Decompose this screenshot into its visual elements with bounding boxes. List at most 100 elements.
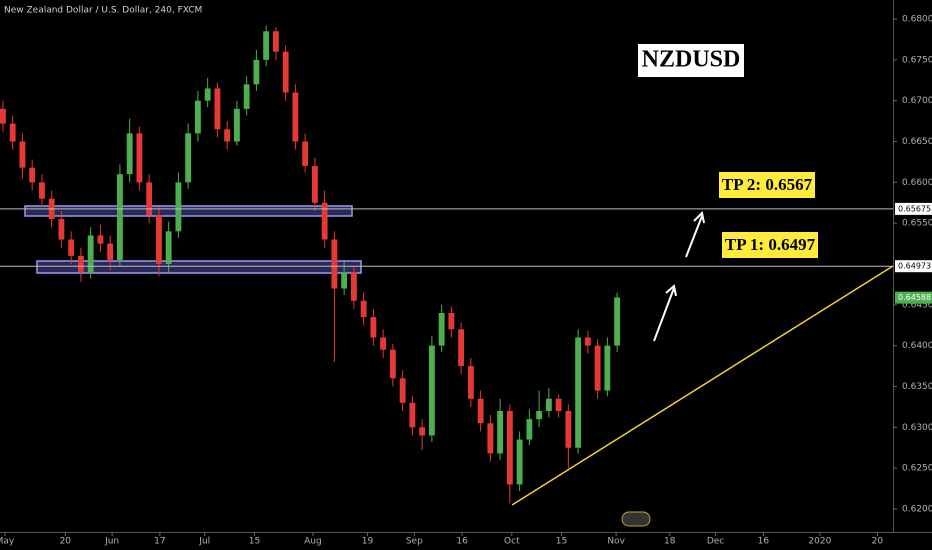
symbol: NZDUSD	[642, 47, 741, 73]
arrows	[653, 210, 705, 342]
candle-body	[584, 337, 591, 346]
y-tick-label: 0.68000	[902, 15, 932, 25]
candle-body	[409, 402, 416, 428]
candle-body	[389, 349, 396, 379]
candle-body	[175, 182, 182, 232]
x-tick-label: Jun	[104, 537, 119, 547]
x-tick-label: Dec	[707, 537, 724, 547]
candle-body	[272, 31, 279, 52]
candles	[0, 25, 621, 504]
x-tick-label: 17	[154, 537, 165, 547]
tp1-box	[722, 232, 818, 258]
candle-body	[87, 235, 94, 273]
candle-body	[302, 141, 309, 167]
candle-body	[224, 129, 231, 142]
candle-body	[506, 410, 513, 485]
candle-body	[38, 182, 45, 199]
candle-body	[233, 108, 240, 142]
candle-body	[458, 329, 465, 367]
candle-body	[136, 133, 143, 183]
last-price-tag	[895, 291, 932, 304]
candle-body	[194, 100, 201, 134]
resistance-zone	[24, 205, 353, 217]
candle-body	[126, 133, 133, 175]
candle-body	[438, 312, 445, 346]
candle-body	[58, 219, 65, 240]
candle-body	[77, 255, 84, 273]
candle-body	[311, 166, 318, 203]
candle-body	[321, 202, 328, 240]
candle-body	[155, 215, 162, 264]
x-tick-label: 20	[872, 537, 884, 547]
candle-body	[341, 272, 348, 289]
x-tick-label: Nov	[607, 537, 625, 547]
candle-body	[516, 439, 523, 485]
candle-body	[9, 123, 16, 142]
symbol-box	[638, 44, 744, 77]
x-tick-label: May	[0, 537, 15, 547]
candle-body	[526, 419, 533, 440]
candle-body	[116, 174, 123, 260]
support-zone	[36, 260, 362, 274]
trend-line	[511, 265, 894, 506]
zones	[24, 205, 362, 274]
candle-body	[165, 231, 172, 264]
candle-body	[204, 88, 211, 101]
x-tick-label: 15	[556, 537, 567, 547]
x-tick-label: 15	[249, 537, 260, 547]
level-label: 0.64973	[898, 262, 931, 271]
arrow	[685, 210, 705, 258]
candle-body	[282, 51, 289, 93]
candle-body	[467, 366, 474, 399]
candle-body	[594, 345, 601, 391]
tp2-box	[719, 172, 815, 198]
candle-body	[263, 31, 270, 60]
x-tick-label: 16	[456, 537, 468, 547]
x-tick-label: Sep	[406, 537, 423, 547]
candle-body	[428, 345, 435, 436]
candle-body	[380, 337, 387, 350]
candle-body	[604, 345, 611, 391]
level-label: 0.65675	[898, 204, 931, 213]
candle-body	[555, 398, 562, 411]
x-tick-label: 18	[664, 537, 676, 547]
x-tick-label: 2020	[808, 537, 831, 547]
candle-body	[107, 243, 114, 260]
candle-body	[477, 398, 484, 424]
candle-body	[575, 337, 582, 448]
candle-body	[97, 235, 104, 244]
tp2-label: TP 2: 0.6567	[722, 175, 813, 194]
candle-body	[360, 300, 367, 318]
x-tick-label: 20	[60, 537, 72, 547]
candle-body	[448, 312, 455, 330]
candle-body	[399, 378, 406, 403]
candle-body	[0, 108, 6, 124]
level-tag	[895, 260, 932, 273]
candle-body	[331, 239, 338, 289]
badge	[621, 511, 651, 527]
tp1-label: TP 1: 0.6497	[725, 235, 816, 254]
candle-body	[487, 423, 494, 454]
candle-body	[214, 88, 221, 130]
x-tick-label: 16	[758, 537, 770, 547]
candle-body	[497, 410, 504, 454]
chart-title: New Zealand Dollar / U.S. Dollar, 240, F…	[4, 6, 202, 16]
x-tick-label: Aug	[304, 537, 322, 547]
candle-body	[536, 410, 543, 420]
candle-body	[370, 317, 377, 338]
candle-body	[243, 84, 250, 109]
candle-body	[19, 141, 26, 168]
candle-body	[419, 427, 426, 436]
